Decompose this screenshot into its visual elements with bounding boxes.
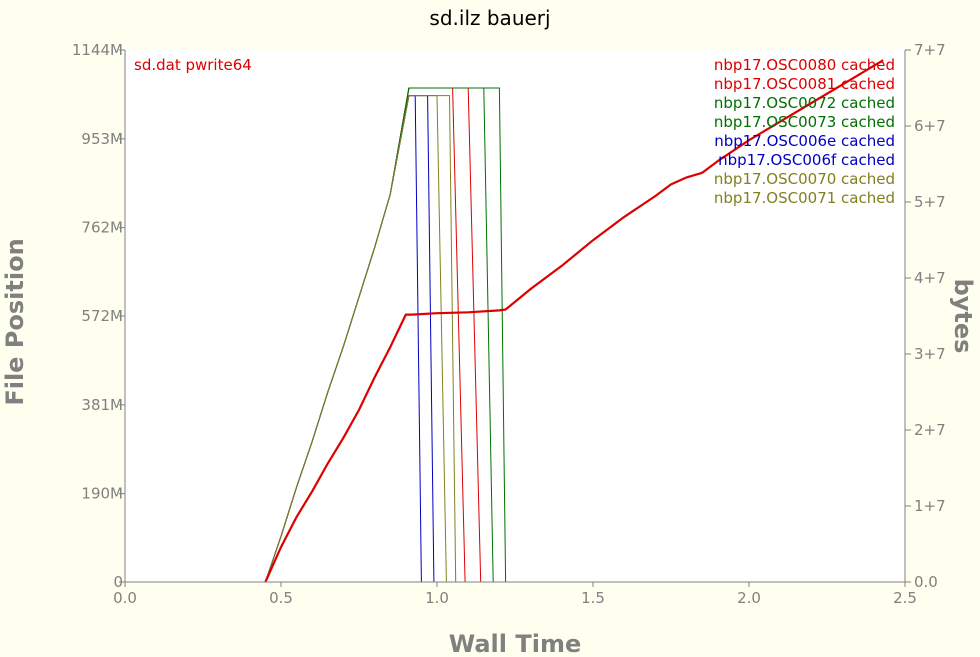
ticks-layer: 0.0 0.5 1.0 1.5 2.0 2.5 0 190M 381M 572M 762M 953M 1… — [72, 41, 946, 607]
y-right-tick-label: 6+7 — [914, 117, 946, 135]
y-left-tick-label: 762M — [81, 219, 123, 237]
y-right-tick-label: 5+7 — [914, 193, 946, 211]
y-right-tick-label: 2+7 — [914, 421, 946, 439]
x-tick-label: 2.5 — [893, 589, 917, 607]
legend-entry-nbp17-osc006e-cached: nbp17.OSC006e cached — [714, 132, 895, 150]
y-left-tick-label: 1144M — [72, 41, 123, 59]
x-tick-label: 0.0 — [113, 589, 137, 607]
legend-entry-nbp17-osc006f-cached: nbp17.OSC006f cached — [718, 151, 895, 169]
legend-entry-nbp17-osc0070-cached: nbp17.OSC0070 cached — [714, 170, 895, 188]
x-tick-label: 0.5 — [269, 589, 293, 607]
y-left-tick-label: 572M — [81, 307, 123, 325]
y-left-tick-label: 381M — [81, 396, 123, 414]
y-right-tick-label: 7+7 — [914, 41, 946, 59]
chart-title: sd.ilz bauerj — [429, 6, 550, 30]
y-right-tick-label: 4+7 — [914, 269, 946, 287]
x-tick-label: 1.0 — [425, 589, 449, 607]
y-right-tick-label: 3+7 — [914, 345, 946, 363]
legend-entry-sd-dat-pwrite64: sd.dat pwrite64 — [134, 56, 252, 74]
y-right-tick-label: 0.0 — [914, 573, 938, 591]
legend-entry-nbp17-osc0080-cached: nbp17.OSC0080 cached — [714, 56, 895, 74]
series-line-sd-dat-pwrite64 — [264, 59, 884, 583]
x-axis-title: Wall Time — [449, 630, 582, 657]
y-left-tick-label: 190M — [81, 485, 123, 503]
x-tick-label: 2.0 — [737, 589, 761, 607]
y-right-tick-label: 1+7 — [914, 497, 946, 515]
y-axis-right-title: bytes — [949, 279, 977, 354]
legend-entry-nbp17-osc0071-cached: nbp17.OSC0071 cached — [714, 189, 895, 207]
x-tick-label: 1.5 — [581, 589, 605, 607]
legend-entry-nbp17-osc0081-cached: nbp17.OSC0081 cached — [714, 75, 895, 93]
legend-entry-nbp17-osc0073-cached: nbp17.OSC0073 cached — [714, 113, 895, 131]
legend-layer: sd.dat pwrite64 nbp17.OSC0080 cachednbp17… — [134, 56, 895, 207]
series-layer — [264, 59, 890, 583]
y-left-tick-label: 953M — [81, 130, 123, 148]
y-left-tick-label: 0 — [113, 573, 123, 591]
y-axis-left-title: File Position — [1, 238, 29, 405]
plot-area — [125, 50, 905, 582]
legend-entry-nbp17-osc0072-cached: nbp17.OSC0072 cached — [714, 94, 895, 112]
series-line-nbp17-osc0071-cached — [264, 95, 890, 583]
